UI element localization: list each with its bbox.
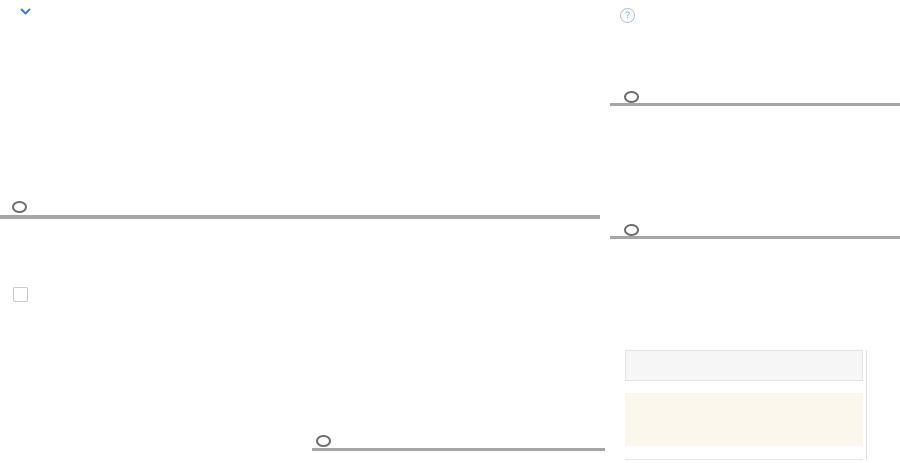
x-axis [610,103,900,106]
activity-event-item[interactable] [625,393,863,446]
web-transactions-chart[interactable] [0,28,600,220]
error-rate-panel [312,318,605,463]
summary-value-block [599,323,601,343]
chevron-down-icon [20,8,31,16]
summary-value-block [594,5,596,25]
x-axis [0,215,600,219]
pan-zoom-icon [624,224,639,236]
next-event-row-partial [625,447,863,460]
compare-row [13,287,37,302]
application-activity-panel [625,318,900,463]
x-axis [312,448,605,451]
web-transactions-title-dropdown[interactable] [14,8,31,16]
summary-value-block [896,149,898,169]
compare-checkbox[interactable] [13,287,28,302]
help-icon[interactable]: ? [620,8,635,23]
pan-zoom-icon [624,91,639,103]
throughput-panel [610,148,900,260]
error-rate-chart[interactable] [316,342,605,448]
apdex-panel: ? [610,0,900,132]
throughput-chart[interactable] [624,174,900,236]
x-axis [610,236,900,239]
activity-tab-bar [625,350,863,381]
panel-right-border [866,350,867,460]
apdex-chart[interactable] [624,30,900,103]
web-transactions-panel [0,0,600,262]
pan-zoom-icon [12,201,27,213]
transactions-panel [8,318,300,463]
pan-zoom-icon [316,435,331,447]
